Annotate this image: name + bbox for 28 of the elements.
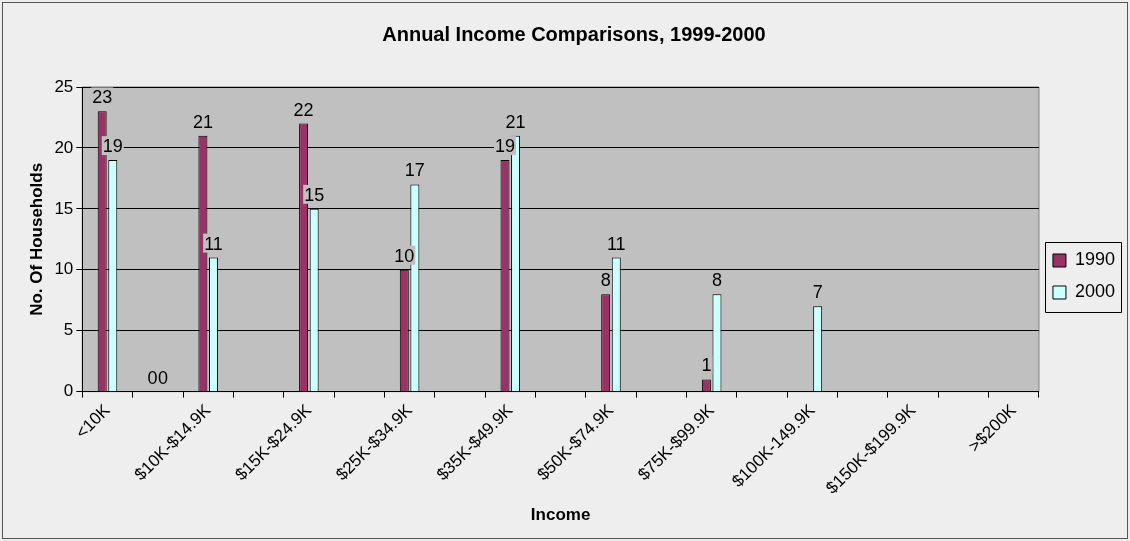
y-tick-label: 20 [54,137,74,157]
y-tick-label: 10 [54,259,74,279]
data-label: 17 [404,160,425,181]
data-label: 0 [147,367,158,388]
data-label: 19 [102,136,123,157]
y-axis-title: No. Of Households [26,162,46,316]
y-tick-label: 0 [63,381,74,401]
data-label: 11 [606,233,626,254]
data-label: 21 [192,111,213,132]
data-label: 22 [293,99,314,120]
chart-title: Annual Income Comparisons, 1999-2000 [382,22,766,45]
data-label: 11 [204,233,223,254]
data-label: 23 [92,87,113,108]
legend-label: 1990 [1074,249,1115,270]
data-label: 15 [304,184,325,205]
data-label: 7 [812,282,823,303]
x-axis-title: Income [530,505,591,525]
data-label: 8 [600,270,611,291]
data-label: 8 [711,270,722,291]
data-label: 1 [701,355,712,376]
data-label: 21 [505,111,526,132]
data-label: 0 [158,367,169,388]
data-label: 19 [494,136,516,157]
y-tick-label: 15 [54,198,74,218]
y-tick-label: 25 [54,76,74,96]
data-label: 10 [394,245,415,266]
y-tick-label: 5 [63,320,74,340]
legend-label: 2000 [1074,281,1115,302]
